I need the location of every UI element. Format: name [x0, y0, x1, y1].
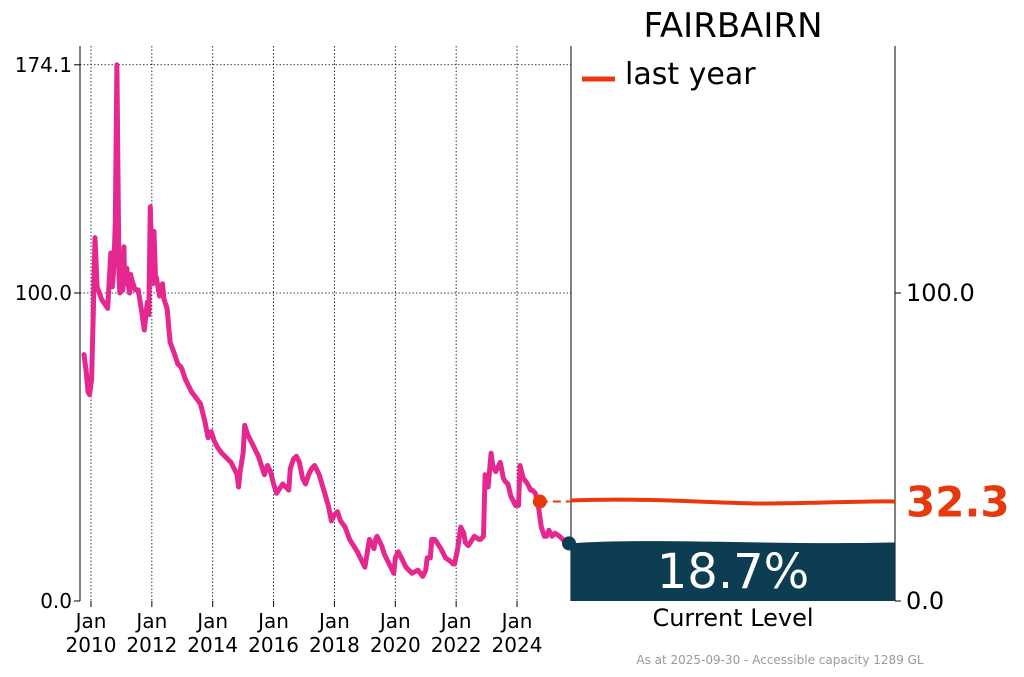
x-tick-label: 2022	[431, 633, 482, 657]
x-tick-label: Jan	[439, 609, 472, 633]
legend-label: last year	[625, 57, 756, 92]
x-tick-label: Jan	[500, 609, 533, 633]
last-year-marker	[532, 494, 547, 509]
y-tick-label: 0.0	[40, 589, 72, 613]
x-tick-label: 2018	[309, 633, 360, 657]
last-year-level-line	[570, 497, 896, 506]
footnote: As at 2025-09-30 - Accessible capacity 1…	[636, 653, 924, 667]
x-tick-label: 2012	[126, 633, 177, 657]
history-series	[81, 62, 572, 579]
y-axis-right-ticks: 0.0 100.0	[895, 279, 975, 615]
x-tick-label: Jan	[317, 609, 350, 633]
history-line	[81, 62, 572, 579]
x-tick-label: Jan	[256, 609, 289, 633]
x-tick-label: 2010	[66, 633, 117, 657]
current-level-panel: 18.7% Current Level	[532, 46, 896, 632]
grid-lines	[80, 46, 571, 601]
x-tick-label: 2016	[248, 633, 299, 657]
y-tick-label-right: 0.0	[906, 587, 944, 615]
x-tick-label: Jan	[134, 609, 167, 633]
x-tick-label: Jan	[195, 609, 228, 633]
last-year-value: 32.3	[906, 478, 1010, 527]
y-tick-label-right: 100.0	[906, 279, 975, 307]
chart-title: FAIRBAIRN	[643, 6, 822, 46]
y-axis-left-ticks: 0.0 100.0 174.1	[15, 53, 80, 613]
current-level-marker	[562, 536, 576, 551]
x-axis-ticks: Jan2010Jan2012Jan2014Jan2016Jan2018Jan20…	[66, 601, 543, 657]
x-tick-label: 2020	[370, 633, 421, 657]
y-tick-label: 100.0	[15, 281, 72, 305]
x-tick-label: Jan	[74, 609, 107, 633]
y-tick-label: 174.1	[15, 53, 72, 77]
current-level-caption: Current Level	[652, 604, 813, 632]
x-tick-label: Jan	[378, 609, 411, 633]
x-tick-label: 2014	[187, 633, 238, 657]
current-level-percent: 18.7%	[657, 544, 809, 600]
current-level-fill	[571, 541, 895, 601]
x-tick-label: 2024	[492, 633, 543, 657]
